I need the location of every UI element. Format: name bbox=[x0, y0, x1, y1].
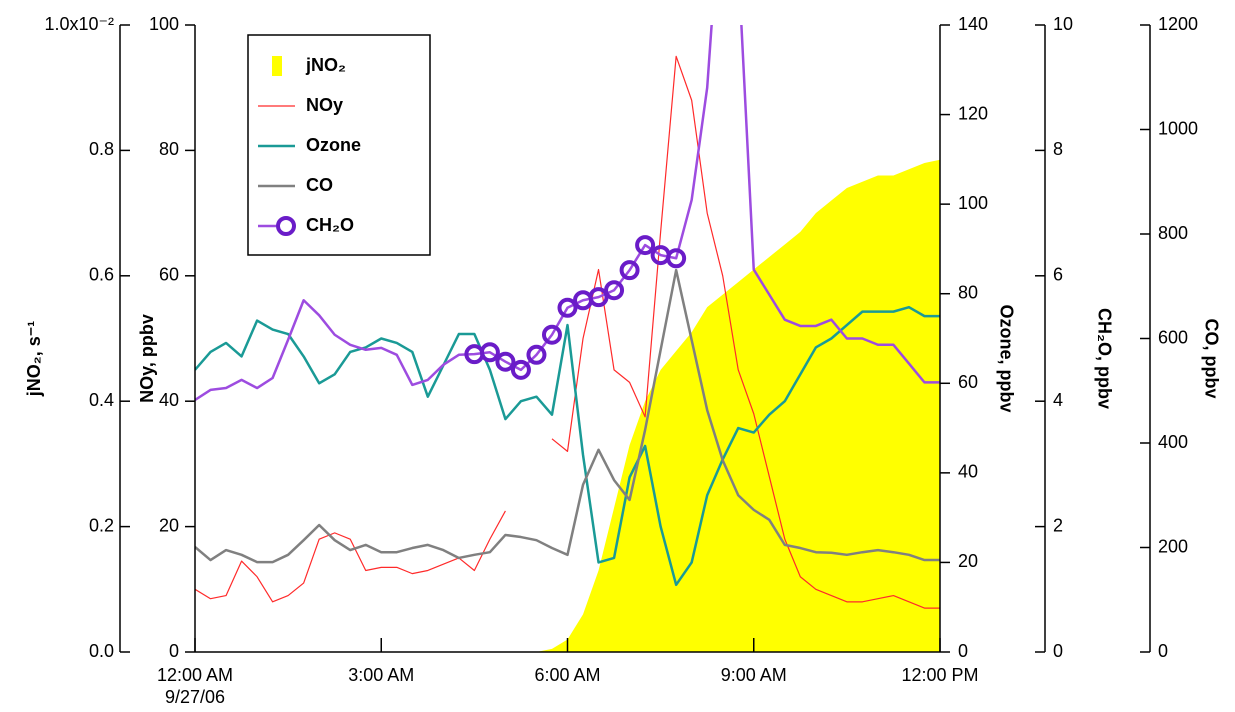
y-tick-label: 4 bbox=[1053, 390, 1063, 410]
x-tick-label: 3:00 AM bbox=[348, 665, 414, 685]
y-axis-title: NOy, ppbv bbox=[137, 314, 157, 403]
marker bbox=[619, 260, 640, 281]
marker bbox=[588, 287, 609, 308]
line bbox=[195, 25, 940, 401]
y-tick-label: 0 bbox=[958, 641, 968, 661]
axes: 12:00 AM 3:00 AM 6:00 AM 9:00 AM 12:00 PM 9/2… bbox=[24, 14, 1222, 707]
y-tick-label: 80 bbox=[159, 139, 179, 159]
y-tick-label: 1200 bbox=[1158, 14, 1198, 34]
marker bbox=[479, 342, 500, 363]
area bbox=[536, 159, 940, 652]
legend-label: CO bbox=[306, 175, 333, 195]
legend-label: Ozone bbox=[306, 135, 361, 155]
legend-swatch bbox=[272, 56, 282, 76]
y-axis-title: jNO₂, s⁻¹ bbox=[24, 321, 44, 398]
y-tick-label: 100 bbox=[958, 193, 988, 213]
y-tick-label: 60 bbox=[958, 372, 978, 392]
marker bbox=[541, 324, 562, 345]
legend-label: CH₂O bbox=[306, 215, 354, 235]
y-tick-label: 0 bbox=[169, 641, 179, 661]
x-tick-label: 12:00 PM bbox=[901, 665, 978, 685]
y-tick-label: 200 bbox=[1158, 536, 1188, 556]
y-tick-label: 40 bbox=[958, 462, 978, 482]
y-axis-title: CH₂O, ppbv bbox=[1094, 308, 1114, 409]
y-tick-label: 6 bbox=[1053, 265, 1063, 285]
marker bbox=[635, 235, 656, 256]
y-tick-label: 0.4 bbox=[89, 390, 114, 410]
y-tick-label: 0.2 bbox=[89, 515, 114, 535]
y-tick-label: 1.0x10⁻² bbox=[44, 14, 114, 34]
y-tick-label: 400 bbox=[1158, 432, 1188, 452]
marker bbox=[495, 351, 516, 372]
y-tick-label: 800 bbox=[1158, 223, 1188, 243]
y-tick-label: 120 bbox=[958, 103, 988, 123]
y-tick-label: 0 bbox=[1053, 641, 1063, 661]
legend-label: NOy bbox=[306, 95, 343, 115]
y-tick-label: 2 bbox=[1053, 515, 1063, 535]
y-tick-label: 600 bbox=[1158, 327, 1188, 347]
y-tick-label: 8 bbox=[1053, 139, 1063, 159]
marker bbox=[604, 280, 625, 301]
y-tick-label: 1000 bbox=[1158, 118, 1198, 138]
legend-marker bbox=[276, 216, 296, 236]
marker bbox=[526, 344, 547, 365]
y-tick-label: 10 bbox=[1053, 14, 1073, 34]
marker bbox=[666, 248, 687, 269]
line bbox=[195, 55, 940, 609]
line bbox=[195, 268, 940, 564]
y-tick-label: 20 bbox=[958, 551, 978, 571]
x-tick-label: 12:00 AM bbox=[157, 665, 233, 685]
x-date-label: 9/27/06 bbox=[165, 687, 225, 707]
y-tick-label: 140 bbox=[958, 14, 988, 34]
y-tick-label: 80 bbox=[958, 282, 978, 302]
y-tick-label: 20 bbox=[159, 515, 179, 535]
y-tick-label: 0.8 bbox=[89, 139, 114, 159]
plot-area bbox=[195, 25, 940, 652]
marker bbox=[510, 359, 531, 380]
y-tick-label: 40 bbox=[159, 390, 179, 410]
y-axis-title: CO, ppbv bbox=[1201, 319, 1221, 399]
y-tick-label: 0.0 bbox=[89, 641, 114, 661]
y-axis-title: Ozone, ppbv bbox=[996, 305, 1016, 413]
y-tick-label: 0.6 bbox=[89, 265, 114, 285]
y-tick-label: 0 bbox=[1158, 641, 1168, 661]
marker bbox=[557, 297, 578, 318]
x-tick-label: 9:00 AM bbox=[721, 665, 787, 685]
y-tick-label: 100 bbox=[149, 14, 179, 34]
line bbox=[195, 305, 940, 587]
y-tick-label: 60 bbox=[159, 265, 179, 285]
legend-label: jNO₂ bbox=[305, 55, 346, 75]
x-tick-label: 6:00 AM bbox=[534, 665, 600, 685]
